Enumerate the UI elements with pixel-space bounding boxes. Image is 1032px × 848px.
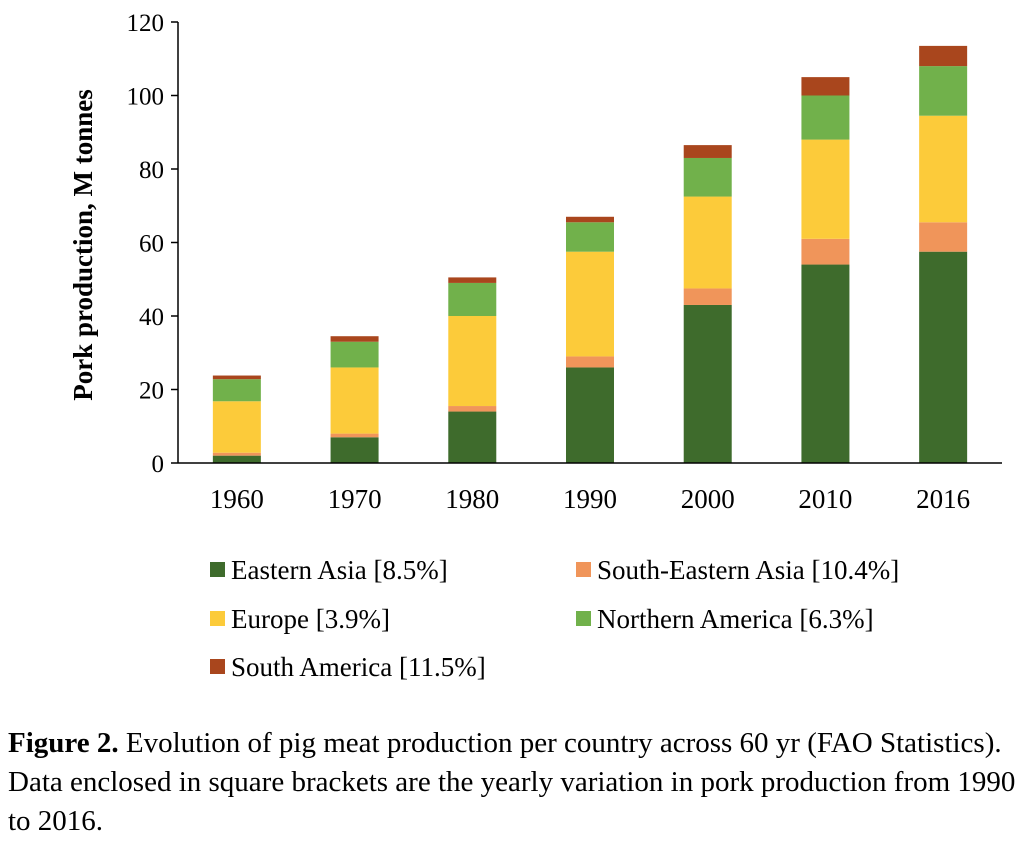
bar-1980-series-4 [448,277,497,283]
bar-1960-series-3 [212,379,261,402]
bar-1990-series-2 [566,251,614,357]
y-tick-label-40: 40 [139,304,164,331]
y-tick-label-0: 0 [152,451,165,478]
bar-1960-series-1 [212,452,261,456]
bar-1960-series-2 [212,401,261,453]
legend-swatch-3 [576,611,591,626]
caption-text: Evolution of pig meat production per cou… [8,727,1016,837]
bar-2000-series-4 [683,145,732,158]
bar-1980-series-1 [448,406,497,412]
bar-2000-series-0 [683,304,732,463]
bar-1990-series-0 [566,367,614,463]
bar-2016-series-1 [919,222,968,252]
bar-1980-series-0 [448,411,497,463]
x-tick-label-1960: 1960 [210,484,264,514]
legend-label-3: Northern America [6.3%] [597,604,874,634]
legend-label-4: South America [11.5%] [231,652,486,682]
bar-2000-series-2 [683,196,732,289]
legend-swatch-2 [210,611,225,626]
bar-2016-series-0 [919,251,968,463]
bar-1990-series-4 [566,216,614,223]
legend: Eastern Asia [8.5%] South-Eastern Asia [1… [210,555,899,682]
x-tick-label-1990: 1990 [563,484,617,514]
bar-1970-series-1 [330,433,379,438]
bar-2016-series-4 [919,45,968,67]
bar-2010-series-3 [801,95,850,140]
legend-label-2: Europe [3.9%] [231,604,390,634]
bar-1980-series-2 [448,316,497,407]
bar-2000-series-3 [683,157,732,197]
x-tick-label-1970: 1970 [328,484,382,514]
bar-2016-series-2 [919,115,968,223]
figure-caption: Figure 2. Evolution of pig meat producti… [8,724,1026,841]
x-tick-label-2000: 2000 [681,484,735,514]
bar-2010-series-1 [801,238,850,265]
bar-1970-series-2 [330,367,379,434]
x-tick-label-2010: 2010 [798,484,852,514]
y-tick-label-120: 120 [127,10,165,37]
legend-label-0: Eastern Asia [8.5%] [231,555,448,585]
bar-2000-series-1 [683,288,732,305]
bar-2010-series-2 [801,139,850,239]
bar-1980-series-3 [448,282,497,316]
bar-1960-series-4 [212,375,261,380]
x-tick-label-1980: 1980 [445,484,499,514]
legend-swatch-1 [576,562,591,577]
y-tick-label-100: 100 [127,84,165,111]
stacked-bar-chart: 0 20 40 60 80 100 120 1960 1970 1980 1990 2000 2010 2… [68,10,1002,682]
x-tick-label-2016: 2016 [916,484,970,514]
bar-1990-series-1 [566,356,614,368]
axes-group: 0 20 40 60 80 100 120 1960 1970 1980 1990 2000 2010 2… [127,10,1002,514]
bar-1960-series-0 [212,455,261,463]
legend-swatch-4 [210,659,225,674]
bar-1970-series-4 [330,336,379,342]
bar-2010-series-4 [801,77,850,96]
caption-label: Figure 2. [8,727,119,759]
y-tick-label-60: 60 [139,231,164,258]
bar-2016-series-3 [919,66,968,116]
legend-swatch-0 [210,562,225,577]
y-tick-label-80: 80 [139,157,164,184]
bar-1970-series-0 [330,437,379,463]
y-tick-label-20: 20 [139,378,164,405]
bars-group [212,45,968,463]
bar-2010-series-0 [801,264,850,463]
bar-1970-series-3 [330,341,379,368]
bar-1990-series-3 [566,222,614,252]
legend-label-1: South-Eastern Asia [10.4%] [597,555,899,585]
y-axis-label: Pork production, M tonnes [68,89,98,401]
